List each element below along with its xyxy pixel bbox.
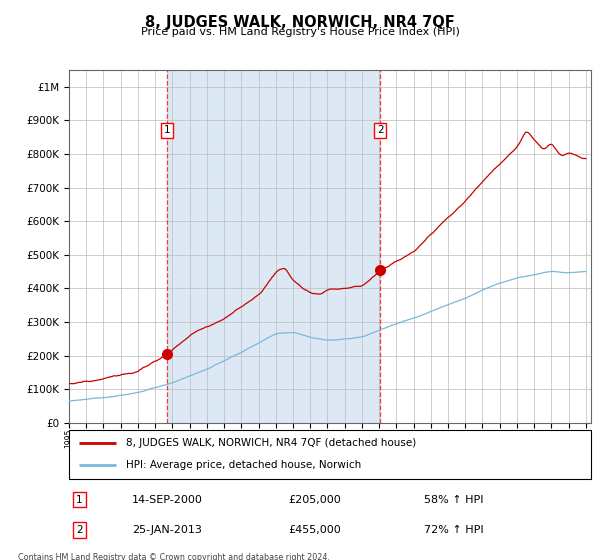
Text: 14-SEP-2000: 14-SEP-2000 [131, 494, 203, 505]
Text: 72% ↑ HPI: 72% ↑ HPI [424, 525, 484, 535]
Text: 8, JUDGES WALK, NORWICH, NR4 7QF (detached house): 8, JUDGES WALK, NORWICH, NR4 7QF (detach… [127, 438, 416, 448]
Text: 1: 1 [76, 494, 83, 505]
Text: 8, JUDGES WALK, NORWICH, NR4 7QF: 8, JUDGES WALK, NORWICH, NR4 7QF [145, 15, 455, 30]
Text: 25-JAN-2013: 25-JAN-2013 [131, 525, 202, 535]
FancyBboxPatch shape [69, 430, 591, 479]
Text: 2: 2 [76, 525, 83, 535]
Text: 2: 2 [377, 125, 383, 136]
Text: £455,000: £455,000 [288, 525, 341, 535]
Bar [167, 70, 380, 423]
Text: Price paid vs. HM Land Registry's House Price Index (HPI): Price paid vs. HM Land Registry's House … [140, 27, 460, 37]
Text: £205,000: £205,000 [288, 494, 341, 505]
Text: 1: 1 [164, 125, 170, 136]
Text: Contains HM Land Registry data © Crown copyright and database right 2024.
This d: Contains HM Land Registry data © Crown c… [18, 553, 330, 560]
Text: 58% ↑ HPI: 58% ↑ HPI [424, 494, 484, 505]
Text: HPI: Average price, detached house, Norwich: HPI: Average price, detached house, Norw… [127, 460, 362, 470]
